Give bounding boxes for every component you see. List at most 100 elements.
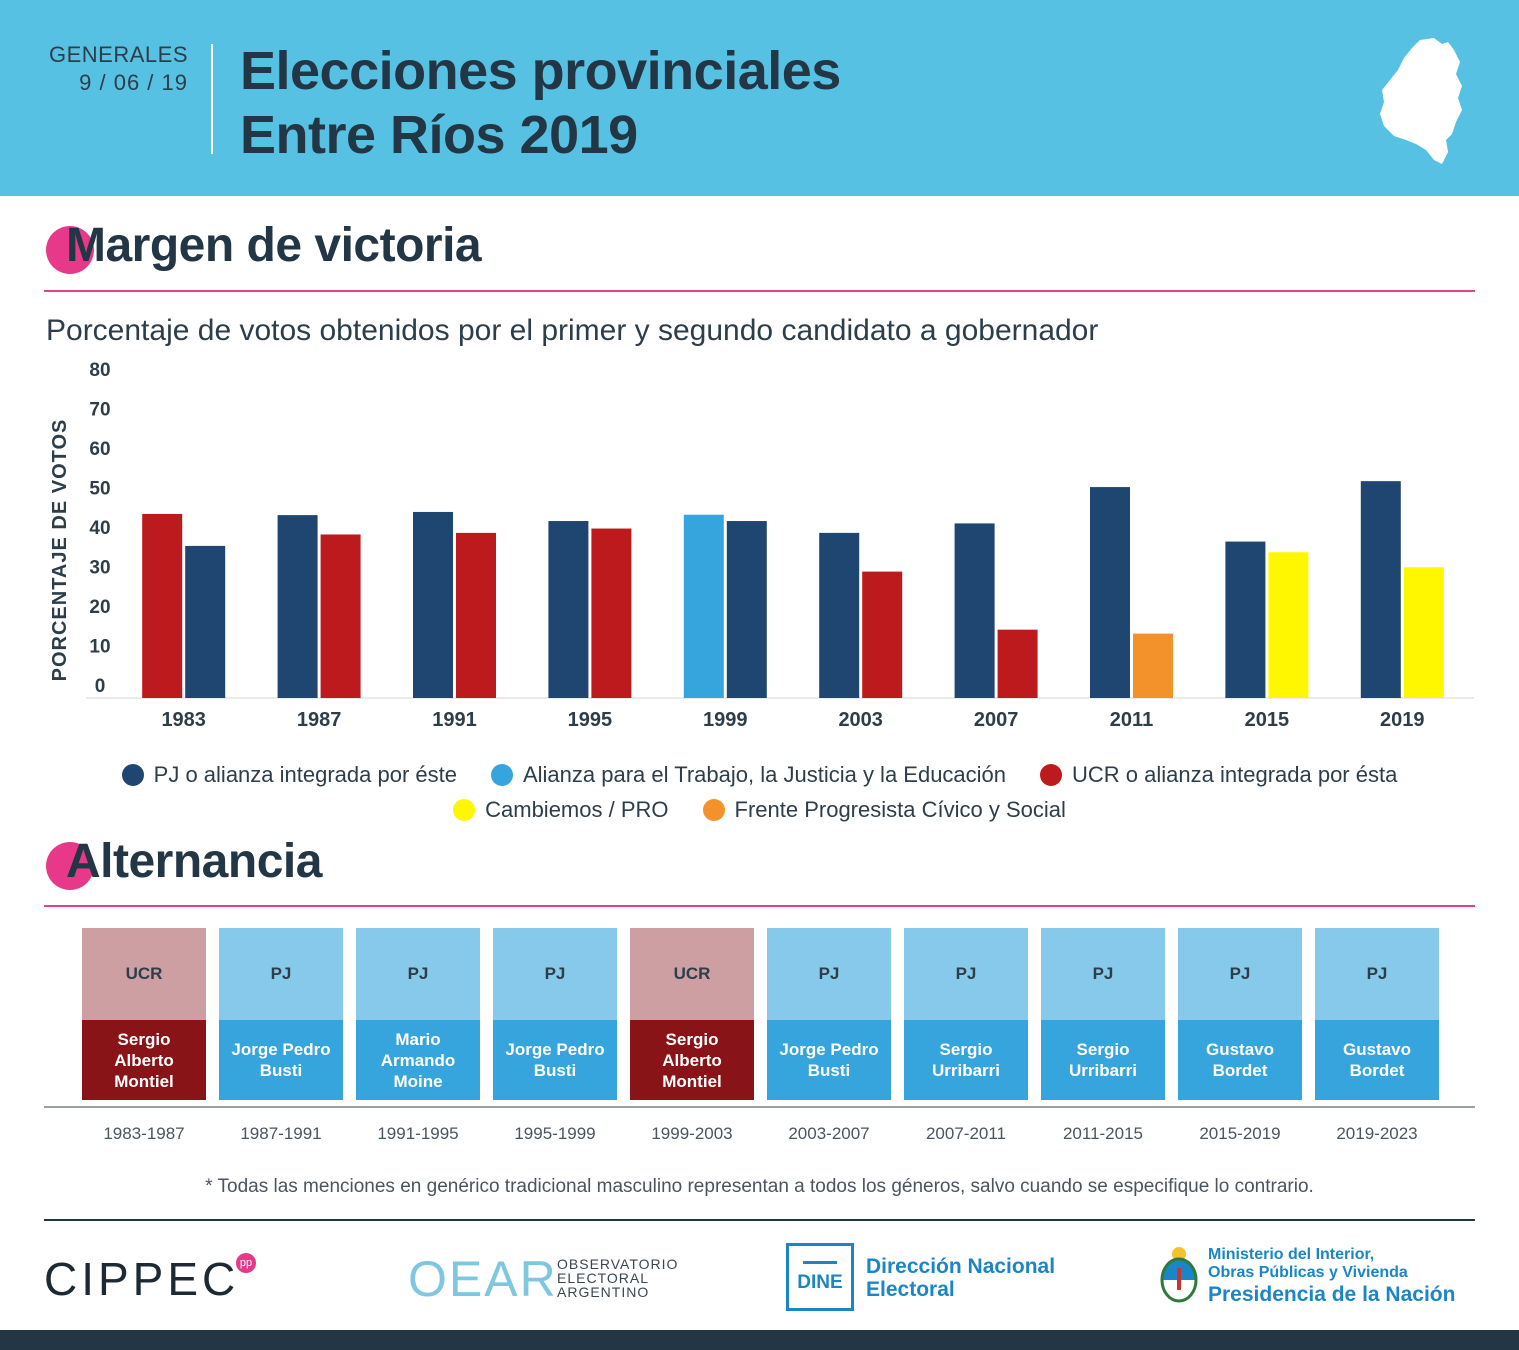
dine-abbr: DINE <box>797 1271 843 1293</box>
period-governor: Mario Armando Moine <box>356 1020 480 1100</box>
bar-1991-second <box>456 532 496 698</box>
chart-legend-row-1: PJ o alianza integrada por éste Alianza p… <box>0 762 1519 788</box>
cippec-logo: CIPPEC <box>44 1253 240 1305</box>
chart-legend-row-2: Cambiemos / PRO Frente Progresista Cívico… <box>0 797 1519 823</box>
period-years: 2011-2015 <box>1062 1124 1144 1143</box>
legend-swatch-icon <box>121 764 144 786</box>
period-governor: Gustavo Bordet <box>1315 1020 1439 1100</box>
y-tick-label: 20 <box>89 597 110 618</box>
bar-2003-second <box>862 571 903 698</box>
x-tick-label: 1999 <box>703 709 748 731</box>
bottom-bar <box>0 1330 1519 1350</box>
dine-name: Dirección Nacional Electoral <box>866 1255 1055 1301</box>
cippec-badge-icon: pp <box>236 1253 256 1273</box>
bar-1995-first <box>548 521 589 698</box>
y-tick-label: 60 <box>89 439 110 460</box>
ministry-line2: Obras Públicas y Vivienda <box>1208 1264 1408 1281</box>
timeline-baseline <box>44 1106 1475 1108</box>
period-2015-2019: PJ Gustavo Bordet 2015-2019 <box>1178 928 1302 1143</box>
legend-label: Cambiemos / PRO <box>485 797 669 822</box>
legend-swatch-icon <box>702 799 725 821</box>
period-party: PJ <box>1315 928 1439 1020</box>
section-alternancia-title: Alternancia <box>66 835 322 888</box>
chart-subtitle: Porcentaje de votos obtenidos por el pri… <box>46 314 1099 347</box>
period-party: PJ <box>904 928 1028 1020</box>
section-margen-title: Margen de victoria <box>66 219 482 272</box>
period-governor: Gustavo Bordet <box>1178 1020 1302 1100</box>
legend-label: Alianza para el Trabajo, la Justicia y l… <box>522 762 1007 787</box>
period-years: 1991-1995 <box>377 1124 459 1143</box>
y-tick-label: 70 <box>89 400 110 421</box>
bar-2015-first <box>1225 541 1266 698</box>
bar-2007-second <box>997 629 1038 698</box>
y-tick-label: 0 <box>95 676 106 697</box>
period-party: UCR <box>82 928 206 1020</box>
section-bullet-icon <box>46 842 94 890</box>
x-tick-label: 1995 <box>568 709 613 731</box>
period-years: 1983-1987 <box>103 1124 185 1143</box>
legend-item: PJ o alianza integrada por éste <box>121 762 457 788</box>
bar-1999-first <box>683 514 724 698</box>
y-tick-label: 80 <box>89 360 110 381</box>
election-type: GENERALES <box>49 42 188 67</box>
legend-swatch-icon <box>1040 764 1063 786</box>
period-governor: Sergio Alberto Montiel <box>630 1020 754 1100</box>
alternancia-timeline: UCR Sergio Alberto Montiel 1983-1987 PJ Jorg… <box>0 928 1519 1148</box>
period-1991-1995: PJ Mario Armando Moine 1991-1995 <box>356 928 480 1143</box>
x-tick-label: 2003 <box>838 709 883 731</box>
section-margen-rule <box>44 290 1475 292</box>
bar-1983-first <box>142 513 183 698</box>
period-party: PJ <box>1041 928 1165 1020</box>
period-years: 2007-2011 <box>925 1124 1007 1143</box>
period-years: 2015-2019 <box>1199 1124 1281 1143</box>
legend-item: Frente Progresista Cívico y Social <box>702 797 1066 823</box>
bar-1991-first <box>413 511 453 698</box>
dine-name-line2: Electoral <box>866 1278 955 1301</box>
oear-sub-line1: OBSERVATORIO <box>557 1256 679 1272</box>
entre-rios-map-icon <box>1380 38 1462 164</box>
x-tick-label: 1987 <box>297 709 342 731</box>
period-party: PJ <box>767 928 891 1020</box>
period-1983-1987: UCR Sergio Alberto Montiel 1983-1987 <box>82 928 206 1143</box>
legend-swatch-icon <box>490 764 513 786</box>
dine-name-line1: Dirección Nacional <box>866 1255 1056 1278</box>
legend-label: PJ o alianza integrada por éste <box>153 762 457 787</box>
period-2007-2011: PJ Sergio Urribarri 2007-2011 <box>904 928 1028 1143</box>
period-governor: Jorge Pedro Busti <box>767 1020 891 1100</box>
bar-1983-second <box>185 545 226 698</box>
x-tick-label: 2019 <box>1380 709 1425 731</box>
period-governor: Sergio Urribarri <box>1041 1020 1165 1100</box>
bar-2019-first <box>1360 481 1401 698</box>
bar-1987-second <box>320 534 361 698</box>
bar-2015-second <box>1268 552 1309 698</box>
period-2003-2007: PJ Jorge Pedro Busti 2003-2007 <box>767 928 891 1143</box>
period-party: PJ <box>1178 928 1302 1020</box>
ministry-line1: Ministerio del Interior, <box>1208 1246 1375 1263</box>
election-date: 9 / 06 / 19 <box>79 70 188 95</box>
bar-1999-second <box>726 521 767 698</box>
period-governor: Sergio Urribarri <box>904 1020 1028 1100</box>
footer-rule <box>44 1219 1475 1221</box>
period-governor: Jorge Pedro Busti <box>493 1020 617 1100</box>
dine-logo-icon: DINE <box>786 1243 854 1311</box>
period-years: 1995-1999 <box>514 1124 596 1143</box>
period-2019-2023: PJ Gustavo Bordet 2019-2023 <box>1315 928 1439 1143</box>
x-tick-label: 1983 <box>161 709 206 731</box>
period-party: UCR <box>630 928 754 1020</box>
dine-logo-line <box>803 1260 837 1264</box>
period-party: PJ <box>356 928 480 1020</box>
legend-label: Frente Progresista Cívico y Social <box>734 797 1066 822</box>
oear-logo: OEAR <box>408 1251 558 1307</box>
period-2011-2015: PJ Sergio Urribarri 2011-2015 <box>1041 928 1165 1143</box>
legend-item: Cambiemos / PRO <box>453 797 669 823</box>
x-tick-label: 2007 <box>974 709 1019 731</box>
y-tick-label: 10 <box>89 637 110 658</box>
legend-swatch-icon <box>453 799 476 821</box>
y-axis-label: PORCENTAJE DE VOTOS <box>49 419 71 682</box>
footnote: * Todas las menciones en genérico tradic… <box>205 1176 1314 1197</box>
period-party: PJ <box>493 928 617 1020</box>
period-1987-1991: PJ Jorge Pedro Busti 1987-1991 <box>219 928 343 1143</box>
section-bullet-icon <box>46 226 94 274</box>
y-tick-label: 50 <box>89 479 110 500</box>
bar-1995-second <box>591 528 632 698</box>
